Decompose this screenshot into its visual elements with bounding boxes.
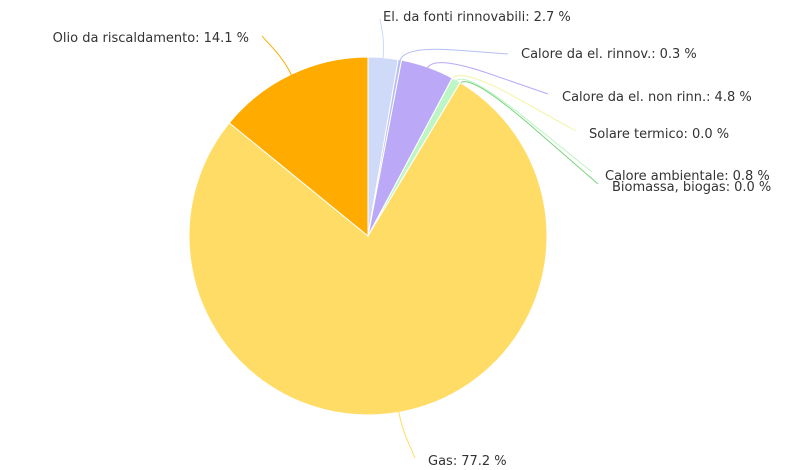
connector [426, 62, 549, 95]
connector [397, 410, 416, 459]
category-name: Olio da riscaldamento: [53, 31, 200, 46]
connector [454, 78, 593, 173]
connector [399, 48, 509, 62]
connector [450, 75, 577, 132]
value-label: 77.2 % [461, 454, 506, 469]
category-name: Biomassa, biogas: [612, 180, 730, 195]
data-label: Solare termico: 0.0 % [589, 127, 729, 142]
category-name: Calore da el. rinnov.: [521, 47, 656, 62]
data-label: Olio da riscaldamento: 14.1 % [53, 31, 249, 46]
data-label: El. da fonti rinnovabili: 2.7 % [383, 10, 571, 25]
connector [379, 18, 385, 60]
data-label: Calore ambientale: 0.8 % [605, 169, 770, 184]
connector [261, 35, 293, 77]
value-label: 4.8 % [715, 90, 752, 105]
data-label: Calore da el. rinnov.: 0.3 % [521, 47, 697, 62]
value-label: 0.0 % [734, 180, 771, 195]
category-name: Calore ambientale: [605, 169, 729, 184]
data-label: Calore da el. non rinn.: 4.8 % [562, 90, 752, 105]
category-name: Solare termico: [589, 127, 688, 142]
data-label: Gas: 77.2 % [428, 454, 507, 469]
category-name: El. da fonti rinnovabili: [383, 10, 530, 25]
connector [458, 81, 599, 185]
category-name: Gas: [428, 454, 457, 469]
value-label: 0.0 % [692, 127, 729, 142]
value-label: 0.3 % [660, 47, 697, 62]
value-label: 14.1 % [204, 31, 249, 46]
value-label: 0.8 % [733, 169, 770, 184]
data-label: Biomassa, biogas: 0.0 % [612, 180, 771, 195]
category-name: Calore da el. non rinn.: [562, 90, 711, 105]
value-label: 2.7 % [534, 10, 571, 25]
